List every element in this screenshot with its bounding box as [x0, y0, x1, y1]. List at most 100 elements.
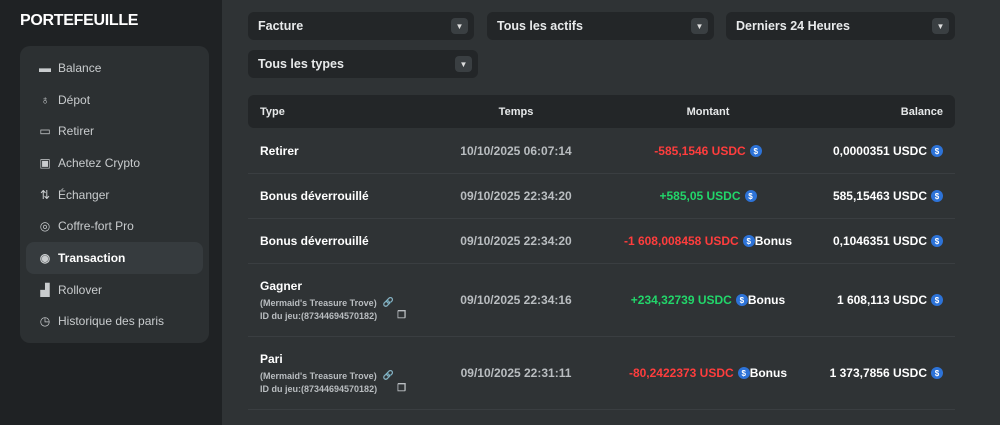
header-balance: Balance: [900, 105, 943, 118]
table-row: Bonus déverrouillé 09/10/2025 22:34:20 -…: [248, 219, 955, 264]
sidebar-item-dépot[interactable]: ♁ Dépot: [26, 84, 203, 116]
time-cell: 09/10/2025 22:34:16: [460, 293, 572, 307]
sidebar-menu: ▬ Balance ♁ Dépot ▭ Retirer ▣ Achetez Crypto ⇅ Éc…: [20, 46, 209, 343]
type-label: Gagner: [260, 279, 303, 293]
dropdown-value: Derniers 24 Heures: [736, 19, 850, 33]
link-icon[interactable]: 🔗: [382, 370, 394, 380]
bonus-label: Bonus: [754, 234, 793, 248]
time-cell: 09/10/2025 22:31:11: [460, 366, 572, 380]
withdraw-icon: ▭: [39, 124, 51, 139]
game-id: ID du jeu:(87344694570182): [260, 310, 378, 321]
usdc-icon: $: [931, 367, 943, 379]
sidebar-item-retirer[interactable]: ▭ Retirer: [26, 115, 203, 147]
table-row: Pari (Mermaid's Treasure Trove) 🔗 ID du jeu…: [248, 337, 955, 410]
sidebar-item-label: Achetez Crypto: [58, 155, 141, 170]
header-time: Temps: [498, 105, 534, 118]
type-cell: Pari (Mermaid's Treasure Trove) 🔗 ID du jeu…: [260, 337, 406, 409]
types-filter-dropdown[interactable]: Tous les types ▼: [248, 50, 478, 78]
sidebar-item-balance[interactable]: ▬ Balance: [26, 52, 203, 84]
balance-value: 0,0000351 USDC: [832, 144, 927, 158]
type-cell: Gagner (Mermaid's Treasure Trove) 🔗 ID du j…: [260, 264, 406, 336]
link-icon[interactable]: 🔗: [382, 297, 394, 307]
chevron-down-icon: ▼: [932, 18, 949, 34]
chevron-down-icon: ▼: [451, 18, 468, 34]
usdc-icon: $: [744, 190, 757, 202]
balance-cell: 585,15463 USDC $: [833, 174, 943, 218]
game-id: ID du jeu:(87344694570182): [260, 383, 378, 394]
table-row: Bonus déverrouillé 09/10/2025 22:34:20 +…: [248, 174, 955, 219]
type-label: Pari: [260, 352, 283, 366]
type-cell: Bonus déverrouillé: [260, 174, 369, 218]
balance-cell: 0,1046351 USDC $: [833, 219, 943, 263]
header-type: Type: [260, 105, 285, 118]
assets-filter-dropdown[interactable]: Tous les actifs ▼: [487, 12, 714, 40]
invoice-filter-dropdown[interactable]: Facture ▼: [248, 12, 474, 40]
time-cell: 10/10/2025 06:07:14: [460, 144, 572, 158]
amount-cell: +234,32739 USDC $ Bonus: [608, 264, 808, 336]
sidebar-item-label: Dépot: [58, 92, 91, 107]
amount-cell: -80,2422373 USDC $ Bonus: [608, 337, 808, 409]
dropdown-value: Facture: [258, 19, 304, 33]
type-label: Retirer: [260, 144, 299, 158]
usdc-icon: $: [931, 145, 943, 157]
header-amount: Montant: [686, 105, 730, 118]
usdc-icon: $: [749, 145, 762, 157]
transaction-icon: ◉: [39, 250, 51, 265]
usdc-icon: $: [931, 235, 943, 247]
sidebar-item-échanger[interactable]: ⇅ Échanger: [26, 179, 203, 211]
balance-value: 1 608,113 USDC: [836, 293, 927, 307]
balance-value: 0,1046351 USDC: [832, 234, 927, 248]
table-row: Retirer 10/10/2025 06:07:14 -585,1546 US…: [248, 129, 955, 174]
vault-icon: ◎: [39, 219, 51, 234]
main-content: Facture ▼ Tous les actifs ▼ Derniers 24 He…: [222, 0, 1000, 425]
sidebar-item-transaction[interactable]: ◉ Transaction: [26, 242, 203, 274]
sidebar-item-coffre-fort-pro[interactable]: ◎ Coffre-fort Pro: [26, 210, 203, 242]
amount-value: -585,1546 USDC: [654, 144, 746, 158]
sidebar-item-label: Historique des paris: [58, 314, 165, 329]
sidebar-item-label: Retirer: [58, 124, 95, 139]
time-cell: 09/10/2025 22:34:20: [460, 234, 572, 248]
chevron-down-icon: ▼: [455, 56, 472, 72]
sidebar: PORTEFEUILLE ▬ Balance ♁ Dépot ▭ Retirer ▣ Ache…: [0, 0, 222, 425]
copy-icon[interactable]: ❐: [397, 310, 407, 321]
balance-cell: 1 373,7856 USDC $: [830, 337, 943, 409]
rollover-icon: ▟: [40, 282, 50, 297]
period-filter-dropdown[interactable]: Derniers 24 Heures ▼: [726, 12, 955, 40]
chevron-down-icon: ▼: [691, 18, 708, 34]
table-row: Gagner (Mermaid's Treasure Trove) 🔗 ID du j…: [248, 264, 955, 337]
amount-value: +234,32739 USDC: [630, 293, 732, 307]
amount-cell: -1 608,008458 USDC $ Bonus: [608, 219, 808, 263]
sidebar-item-label: Rollover: [58, 282, 103, 297]
sidebar-item-achetez-crypto[interactable]: ▣ Achetez Crypto: [26, 147, 203, 179]
game-name: (Mermaid's Treasure Trove): [260, 370, 377, 381]
copy-icon[interactable]: ❐: [397, 383, 407, 394]
usdc-icon: $: [931, 294, 943, 306]
usdc-icon: $: [735, 294, 748, 306]
clock-icon: ◷: [39, 314, 51, 329]
balance-value: 585,15463 USDC: [832, 189, 927, 203]
type-label: Bonus déverrouillé: [260, 189, 369, 203]
table-header: Type Temps Montant Balance: [248, 95, 955, 128]
balance-cell: 1 608,113 USDC $: [837, 264, 943, 336]
amount-value: -1 608,008458 USDC: [623, 234, 739, 248]
amount-value: +585,05 USDC: [659, 189, 741, 203]
amount-value: -80,2422373 USDC: [628, 366, 734, 380]
buy-crypto-icon: ▣: [39, 155, 51, 170]
bonus-label: Bonus: [749, 366, 788, 380]
dropdown-value: Tous les actifs: [497, 19, 583, 33]
piggy-bank-icon: ♁: [40, 92, 50, 107]
type-label: Bonus déverrouillé: [260, 234, 369, 248]
amount-cell: -585,1546 USDC $: [608, 129, 808, 173]
usdc-icon: $: [931, 190, 943, 202]
usdc-icon: $: [742, 235, 755, 247]
swap-icon: ⇅: [39, 187, 51, 202]
sidebar-item-rollover[interactable]: ▟ Rollover: [26, 274, 203, 306]
sidebar-item-label: Échanger: [58, 187, 110, 202]
balance-value: 1 373,7856 USDC: [829, 366, 927, 380]
sidebar-title: PORTEFEUILLE: [20, 12, 139, 29]
game-name: (Mermaid's Treasure Trove): [260, 297, 377, 308]
type-cell: Retirer: [260, 129, 299, 173]
wallet-icon: ▬: [39, 60, 51, 75]
sidebar-item-historique-des-paris[interactable]: ◷ Historique des paris: [26, 306, 203, 338]
sidebar-item-label: Coffre-fort Pro: [58, 219, 134, 234]
